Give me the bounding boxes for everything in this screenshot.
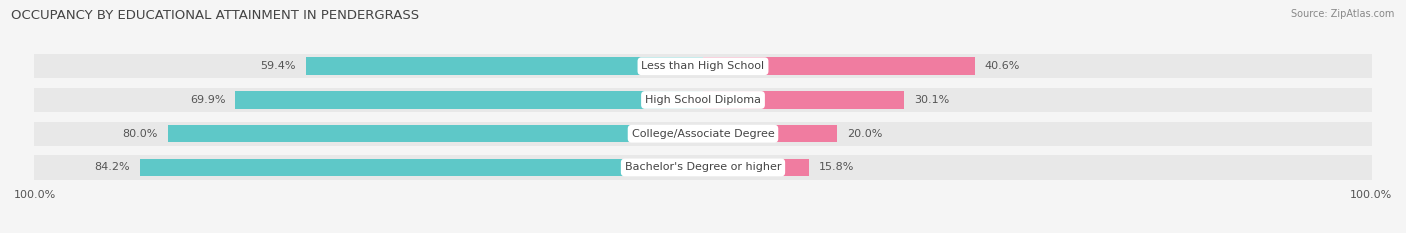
- Text: Bachelor's Degree or higher: Bachelor's Degree or higher: [624, 162, 782, 172]
- Text: Less than High School: Less than High School: [641, 61, 765, 71]
- Bar: [305, 58, 703, 75]
- Text: 69.9%: 69.9%: [190, 95, 225, 105]
- Bar: [235, 91, 703, 109]
- Text: 20.0%: 20.0%: [846, 129, 882, 139]
- Bar: [34, 54, 1372, 78]
- Bar: [703, 125, 837, 142]
- Text: OCCUPANCY BY EDUCATIONAL ATTAINMENT IN PENDERGRASS: OCCUPANCY BY EDUCATIONAL ATTAINMENT IN P…: [11, 9, 419, 22]
- Text: 30.1%: 30.1%: [914, 95, 949, 105]
- Bar: [167, 125, 703, 142]
- Bar: [703, 159, 808, 176]
- Text: 59.4%: 59.4%: [260, 61, 295, 71]
- Bar: [139, 159, 703, 176]
- Text: 84.2%: 84.2%: [94, 162, 129, 172]
- Text: 80.0%: 80.0%: [122, 129, 157, 139]
- Text: Source: ZipAtlas.com: Source: ZipAtlas.com: [1291, 9, 1395, 19]
- Bar: [34, 88, 1372, 112]
- Text: 40.6%: 40.6%: [984, 61, 1019, 71]
- Text: 15.8%: 15.8%: [818, 162, 853, 172]
- Bar: [703, 58, 974, 75]
- Bar: [34, 155, 1372, 180]
- Text: College/Associate Degree: College/Associate Degree: [631, 129, 775, 139]
- Text: High School Diploma: High School Diploma: [645, 95, 761, 105]
- Text: 100.0%: 100.0%: [1350, 190, 1392, 200]
- Bar: [34, 122, 1372, 146]
- Text: 100.0%: 100.0%: [14, 190, 56, 200]
- Bar: [703, 91, 904, 109]
